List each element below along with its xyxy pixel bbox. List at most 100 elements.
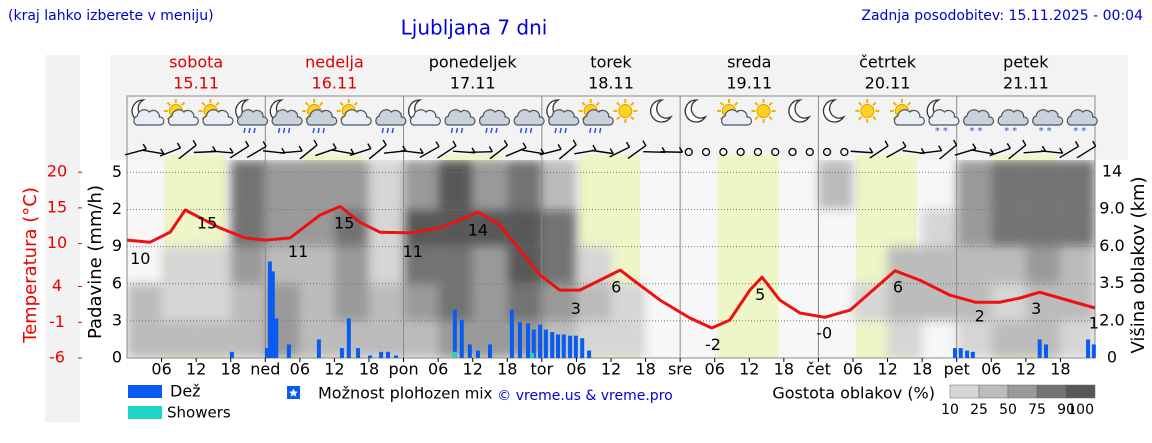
weather-icon	[269, 99, 303, 134]
wind-barb	[350, 148, 355, 155]
cloud-cell	[230, 320, 266, 358]
wind-calm	[822, 147, 832, 157]
sun-ray	[872, 115, 877, 121]
temperature-label: 15	[197, 213, 217, 232]
cloud-cell	[161, 283, 197, 321]
precip-bar	[580, 338, 585, 358]
cloud	[582, 109, 614, 126]
wind-shaft	[989, 147, 1011, 157]
temperature-label: 3	[1031, 299, 1041, 318]
sun-ray	[180, 101, 186, 107]
temperature-label: 14	[468, 221, 488, 240]
cloud-cell	[369, 320, 404, 358]
wind-barb	[262, 141, 267, 147]
x-tick-label: 06	[566, 360, 586, 379]
wind-shaft	[419, 145, 440, 159]
cloud	[893, 109, 925, 126]
wind-barb	[1006, 142, 1011, 149]
cloud-cell	[1025, 209, 1061, 247]
cloud-cell	[230, 283, 266, 321]
precip-bar	[543, 329, 548, 358]
temperature-label: -0	[816, 323, 832, 342]
wind-shaft	[401, 149, 424, 155]
wind-barb	[435, 141, 440, 147]
sun-ray	[892, 101, 897, 107]
precip-bar	[368, 355, 373, 358]
temperature-label: 10	[130, 249, 150, 268]
weather-icon	[375, 109, 407, 134]
wind-barb	[1041, 145, 1047, 152]
legend-label: Showers	[167, 404, 231, 422]
legend-label: Dež	[170, 382, 201, 401]
wind-shaft	[437, 145, 457, 159]
wind-shaft	[971, 149, 994, 155]
wind-barb	[938, 145, 943, 152]
cloud-cell	[1025, 246, 1061, 284]
precip-bar	[1091, 344, 1096, 358]
rain-drop	[495, 127, 498, 134]
precip-bar	[573, 335, 578, 358]
cloud-cell	[196, 283, 231, 321]
day-name: sobota	[169, 53, 223, 72]
precip-bar	[952, 348, 957, 358]
weather-icon	[717, 99, 753, 126]
precip-bar	[394, 355, 399, 358]
wind-shaft	[919, 150, 942, 154]
wind-shaft	[349, 147, 372, 157]
precip-bar	[459, 319, 464, 358]
cloud-cell	[369, 160, 404, 210]
cloud-cell	[818, 160, 853, 210]
temperature-label: -2	[705, 335, 721, 354]
wind-barb	[678, 146, 684, 153]
precip-bar	[531, 329, 536, 358]
cloud	[202, 109, 234, 126]
x-tick-label: 06	[428, 360, 448, 379]
precip-bar	[587, 350, 592, 358]
cloud-cell	[127, 283, 162, 321]
snow-flake: *	[978, 126, 983, 137]
cloud	[963, 109, 995, 126]
sun-ray	[304, 101, 310, 107]
x-tick-label: 18	[912, 360, 932, 379]
sun-ray	[858, 101, 863, 107]
cloud-cell	[922, 209, 957, 247]
precip-bar	[452, 309, 457, 358]
day-date: 16.11	[312, 74, 358, 93]
cloud	[548, 109, 580, 126]
cloud-cell	[403, 283, 439, 321]
cloud-legend-label: 75	[1028, 402, 1046, 418]
x-tick-label: 06	[290, 360, 310, 379]
wind-calm	[805, 147, 814, 157]
wind-barb	[902, 141, 907, 148]
precip-bar	[229, 351, 234, 358]
weather-icon	[302, 99, 338, 134]
weather-icon	[198, 99, 234, 126]
cloud-legend-title: Gostota oblakov (%)	[772, 384, 935, 403]
y3-tick-label: 2.0	[1099, 310, 1124, 329]
rain-drop	[485, 127, 488, 134]
precip-bar	[550, 332, 555, 358]
x-tick-label: 18	[635, 360, 655, 379]
wind-barb	[592, 144, 597, 151]
wind-shaft	[211, 150, 234, 154]
sun-ray	[595, 101, 600, 107]
x-tick-label: 12	[324, 360, 344, 379]
sun-ray	[581, 101, 586, 107]
update-time: Zadnja posodobitev: 15.11.2025 - 00:04	[861, 8, 1143, 24]
weather-icon	[444, 109, 476, 134]
cloud-cell	[334, 320, 369, 358]
wind-shaft	[470, 150, 493, 154]
rain-drop	[598, 127, 602, 134]
cloud-cell	[541, 246, 577, 284]
weather-icon	[855, 99, 880, 123]
daylight-band	[717, 155, 779, 358]
y2-tick-label: 2	[112, 199, 122, 218]
x-tick-label: 12	[877, 360, 897, 379]
y2-tick-label: 0	[112, 348, 122, 367]
weather-icon	[235, 99, 269, 134]
weather-icon	[613, 99, 638, 123]
cloud-legend-label: 25	[970, 402, 988, 418]
cloud-cell	[369, 246, 404, 284]
